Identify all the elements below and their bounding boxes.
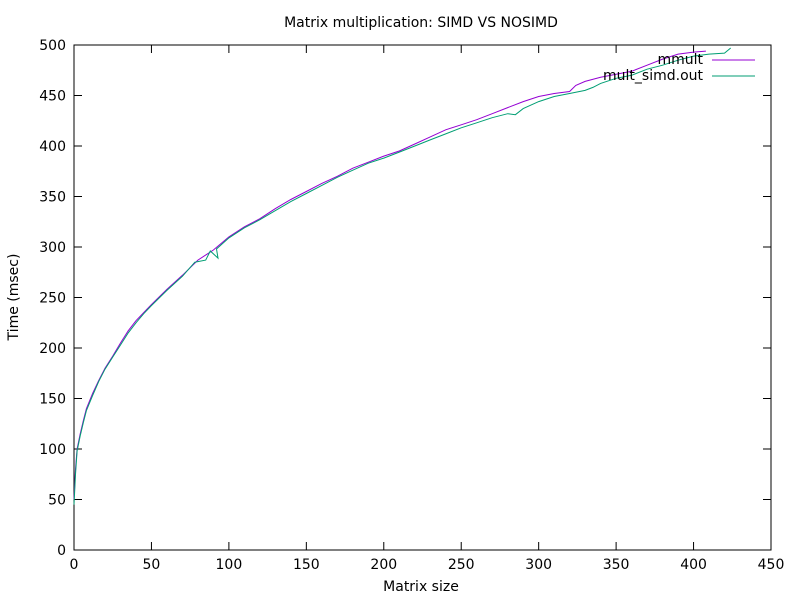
series-line-mmult	[73, 50, 706, 500]
x-axis: 0 50 100 150 200 250 300 350 400 450	[70, 45, 785, 573]
x-tick-label: 0	[70, 557, 79, 573]
y-axis: 0 50 100 150 200 250 300 350 400 450 500	[39, 38, 771, 559]
x-axis-label: Matrix size	[383, 579, 459, 595]
x-tick-label: 100	[216, 557, 243, 573]
x-tick-label: 450	[758, 557, 785, 573]
plot-frame	[73, 44, 772, 551]
x-tick-label: 200	[370, 557, 397, 573]
x-tick-label: 400	[680, 557, 707, 573]
y-tick-label: 300	[39, 240, 66, 256]
chart-title: Matrix multiplication: SIMD VS NOSIMD	[284, 15, 558, 31]
series-layer	[73, 47, 732, 505]
y-axis-label: Time (msec)	[6, 254, 22, 342]
y-tick-label: 50	[48, 493, 66, 509]
legend-label: mmult	[657, 52, 703, 68]
y-tick-label: 100	[39, 442, 66, 458]
x-tick-label: 150	[293, 557, 320, 573]
y-tick-label: 150	[39, 392, 66, 408]
y-tick-label: 350	[39, 190, 66, 206]
y-tick-label: 500	[39, 38, 66, 54]
x-tick-label: 350	[603, 557, 630, 573]
x-tick-label: 250	[448, 557, 475, 573]
x-tick-label: 50	[143, 557, 161, 573]
y-tick-label: 250	[39, 291, 66, 307]
y-tick-label: 0	[57, 543, 66, 559]
x-tick-label: 300	[525, 557, 552, 573]
y-tick-label: 400	[39, 139, 66, 155]
legend-label: mult_simd.out	[603, 68, 703, 84]
y-tick-label: 200	[39, 341, 66, 357]
series-line-mult-simd	[73, 47, 732, 505]
y-tick-label: 450	[39, 89, 66, 105]
